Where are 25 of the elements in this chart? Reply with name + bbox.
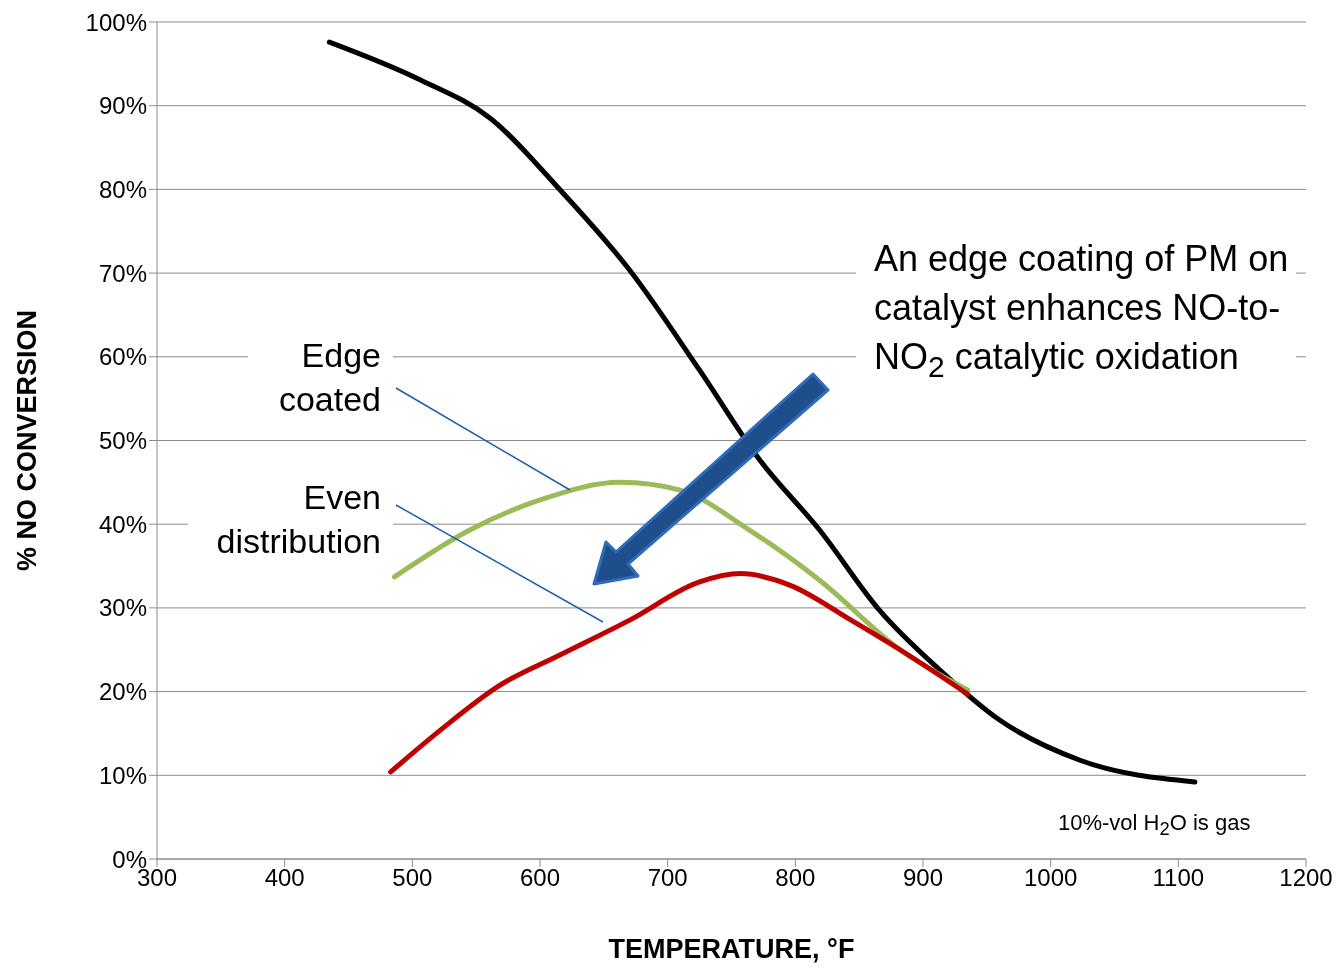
x-tick-label: 400 (264, 864, 305, 892)
text: Even distribution (188, 475, 393, 563)
x-tick-label: 800 (775, 864, 816, 892)
y-tick-label: 40% (98, 510, 147, 538)
y-tick-label: 70% (98, 259, 147, 287)
x-tick-label: 900 (902, 864, 944, 892)
x-tick-label: 1100 (1152, 864, 1205, 892)
x-tick-label: 1200 (1279, 864, 1333, 892)
text: Edge coated (248, 333, 393, 421)
y-tick-label: 60% (98, 343, 147, 371)
y-tick-label: 90% (98, 92, 147, 120)
y-tick-label: 50% (98, 427, 147, 455)
x-tick-label: 1000 (1023, 864, 1078, 892)
y-tick-label: 20% (98, 678, 147, 706)
x-tick-label: 700 (647, 864, 688, 892)
y-tick-label: 30% (98, 594, 147, 622)
x-axis-title: TEMPERATURE, °F (608, 934, 855, 964)
x-tick-label: 500 (392, 864, 433, 892)
annotation: 10%-vol H$_{2}$O is gas (1058, 810, 1251, 842)
x-tick-label: 600 (519, 864, 561, 892)
y-axis-title: % NO CONVERSION (11, 309, 42, 572)
y-tick-label: 10% (98, 761, 147, 789)
y-tick-label: 80% (98, 175, 147, 203)
y-tick-label: 100% (85, 8, 147, 36)
annotation: An edge coating of PM on catalyst enhances NO-to-NO$_{2}$ catalytic oxidation (856, 234, 1296, 392)
